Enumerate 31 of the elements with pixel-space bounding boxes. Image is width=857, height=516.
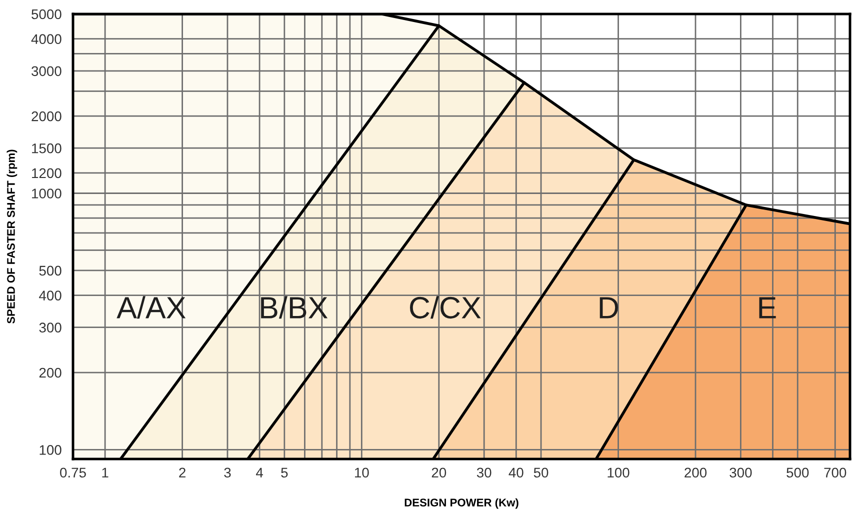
x-tick-label: 100 (608, 468, 630, 478)
y-tick-label: 5000 (32, 9, 62, 20)
x-tick-label: 10 (355, 468, 369, 478)
x-tick-label: 700 (824, 468, 846, 478)
y-tick-label: 500 (39, 266, 62, 276)
x-tick-label: 20 (432, 468, 446, 478)
x-tick-label: 30 (476, 468, 492, 478)
x-tick-label: 0.75 (60, 468, 86, 478)
x-tick-label: 40 (508, 468, 524, 478)
x-tick-label: 3 (224, 468, 231, 478)
x-tick-label: 4 (256, 468, 264, 478)
y-tick-label: 4000 (31, 34, 62, 44)
x-tick-label: 2 (179, 468, 186, 478)
y-tick-label: 300 (39, 322, 62, 333)
y-tick-label: 1500 (32, 143, 62, 154)
x-tick-label: 5 (281, 468, 288, 478)
y-tick-label: 200 (39, 368, 62, 378)
x-tick-label: 200 (684, 468, 707, 478)
x-tick-label: 300 (730, 468, 752, 478)
series-label: D (600, 297, 618, 318)
y-tick-label: 100 (40, 445, 62, 455)
y-tick-label: 2000 (32, 111, 62, 122)
x-tick-label: 50 (534, 468, 548, 478)
y-tick-label: 1000 (32, 188, 62, 198)
y-tick-label: 1200 (32, 168, 62, 178)
x-tick-label: 1 (102, 468, 108, 478)
y-tick-label: 3000 (32, 66, 62, 76)
x-axis-title: DESIGN POWER (Kw) (404, 498, 518, 509)
x-tick-label: 500 (786, 468, 809, 478)
y-axis-title: SPEED OF FASTER SHAFT (rpm) (6, 150, 18, 324)
y-tick-label: 400 (39, 290, 62, 300)
